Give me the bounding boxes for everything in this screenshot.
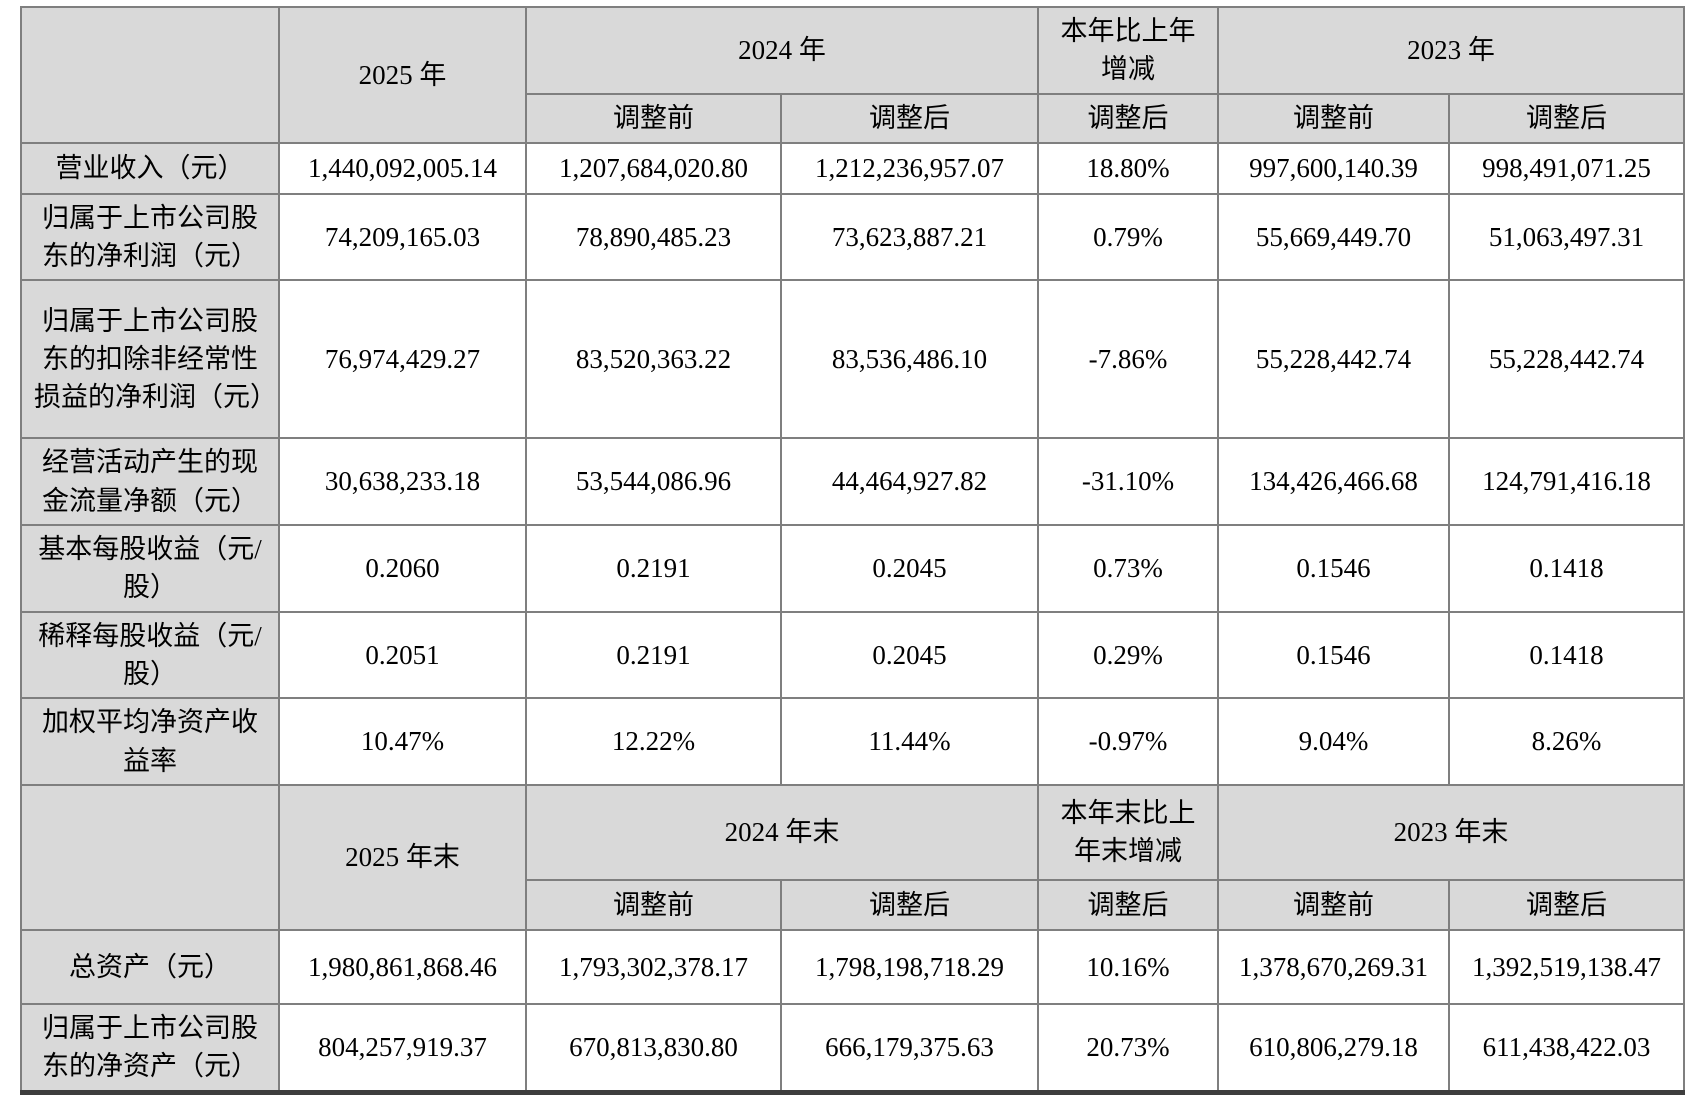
cell-2024-pre: 670,813,830.80 (525, 1002, 782, 1094)
row-label: 加权平均净资产收益率 (20, 697, 280, 786)
cell-2025: 76,974,429.27 (278, 279, 527, 440)
subheader-change-post: 调整后 (1037, 878, 1219, 931)
cell-2024-post: 666,179,375.63 (780, 1002, 1039, 1094)
header-change-end: 本年末比上年末增减 (1037, 783, 1219, 881)
table-row: 归属于上市公司股东的净利润（元） 74,209,165.03 78,890,48… (20, 192, 1685, 282)
cell-2023-pre: 55,228,442.74 (1217, 279, 1450, 440)
cell-2023-post: 611,438,422.03 (1448, 1002, 1685, 1094)
subheader-change-post: 调整后 (1037, 92, 1219, 144)
cell-2024-post: 0.2045 (780, 523, 1039, 613)
corner-cell (20, 783, 280, 931)
cell-change: 18.80% (1037, 141, 1219, 195)
subheader-2023-pre: 调整前 (1217, 878, 1450, 931)
subheader-2024-post: 调整后 (780, 92, 1039, 144)
header-2024: 2024 年 (525, 6, 1039, 95)
header-change: 本年比上年增减 (1037, 6, 1219, 95)
cell-2023-post: 1,392,519,138.47 (1448, 928, 1685, 1005)
row-label: 归属于上市公司股东的净利润（元） (20, 192, 280, 282)
row-label: 营业收入（元） (20, 141, 280, 195)
header-2025: 2025 年 (278, 6, 527, 144)
cell-change: 0.73% (1037, 523, 1219, 613)
subheader-2024-pre: 调整前 (525, 878, 782, 931)
corner-cell (20, 6, 280, 144)
financial-summary-table: 2025 年 2024 年 本年比上年增减 2023 年 调整前 调整后 调整后… (20, 6, 1685, 1095)
subheader-2023-pre: 调整前 (1217, 92, 1450, 144)
table-row: 归属于上市公司股东的扣除非经常性损益的净利润（元） 76,974,429.27 … (20, 279, 1685, 440)
table-row: 总资产（元） 1,980,861,868.46 1,793,302,378.17… (20, 928, 1685, 1005)
subheader-2024-pre: 调整前 (525, 92, 782, 144)
table-row: 基本每股收益（元/股） 0.2060 0.2191 0.2045 0.73% 0… (20, 523, 1685, 613)
cell-2024-pre: 83,520,363.22 (525, 279, 782, 440)
cell-2024-post: 1,212,236,957.07 (780, 141, 1039, 195)
cell-2023-pre: 9.04% (1217, 697, 1450, 786)
cell-2024-post: 0.2045 (780, 610, 1039, 700)
cell-change: 20.73% (1037, 1002, 1219, 1094)
cell-2023-pre: 0.1546 (1217, 610, 1450, 700)
cell-2024-post: 44,464,927.82 (780, 437, 1039, 526)
cell-2023-pre: 134,426,466.68 (1217, 437, 1450, 526)
cell-2024-pre: 0.2191 (525, 523, 782, 613)
row-label: 基本每股收益（元/股） (20, 523, 280, 613)
cell-2025: 804,257,919.37 (278, 1002, 527, 1094)
cell-change: -0.97% (1037, 697, 1219, 786)
row-label: 经营活动产生的现金流量净额（元） (20, 437, 280, 526)
cell-2023-post: 0.1418 (1448, 610, 1685, 700)
subheader-2023-post: 调整后 (1448, 878, 1685, 931)
row-label: 归属于上市公司股东的净资产（元） (20, 1002, 280, 1094)
cell-2024-pre: 12.22% (525, 697, 782, 786)
cell-2023-post: 998,491,071.25 (1448, 141, 1685, 195)
cell-2025: 0.2051 (278, 610, 527, 700)
row-label: 归属于上市公司股东的扣除非经常性损益的净利润（元） (20, 279, 280, 440)
cell-2024-pre: 53,544,086.96 (525, 437, 782, 526)
cell-2025: 0.2060 (278, 523, 527, 613)
cell-2023-post: 8.26% (1448, 697, 1685, 786)
header-2024-end: 2024 年末 (525, 783, 1039, 881)
subheader-2023-post: 调整后 (1448, 92, 1685, 144)
cell-2023-post: 51,063,497.31 (1448, 192, 1685, 282)
cell-2024-pre: 0.2191 (525, 610, 782, 700)
table-row: 加权平均净资产收益率 10.47% 12.22% 11.44% -0.97% 9… (20, 697, 1685, 786)
cell-change: 0.79% (1037, 192, 1219, 282)
cell-2023-post: 124,791,416.18 (1448, 437, 1685, 526)
cell-2025: 10.47% (278, 697, 527, 786)
cell-2023-pre: 0.1546 (1217, 523, 1450, 613)
header-2023-end: 2023 年末 (1217, 783, 1685, 881)
table-row: 归属于上市公司股东的净资产（元） 804,257,919.37 670,813,… (20, 1002, 1685, 1094)
cell-2023-post: 55,228,442.74 (1448, 279, 1685, 440)
cell-2024-post: 83,536,486.10 (780, 279, 1039, 440)
cell-2024-pre: 1,793,302,378.17 (525, 928, 782, 1005)
header-2025-end: 2025 年末 (278, 783, 527, 931)
cell-2025: 74,209,165.03 (278, 192, 527, 282)
cell-2024-pre: 78,890,485.23 (525, 192, 782, 282)
cell-2025: 30,638,233.18 (278, 437, 527, 526)
cell-2024-pre: 1,207,684,020.80 (525, 141, 782, 195)
cell-2023-pre: 610,806,279.18 (1217, 1002, 1450, 1094)
table-row: 稀释每股收益（元/股） 0.2051 0.2191 0.2045 0.29% 0… (20, 610, 1685, 700)
cell-change: -31.10% (1037, 437, 1219, 526)
cell-2024-post: 11.44% (780, 697, 1039, 786)
cell-2023-pre: 997,600,140.39 (1217, 141, 1450, 195)
cell-change: 0.29% (1037, 610, 1219, 700)
cell-2023-pre: 1,378,670,269.31 (1217, 928, 1450, 1005)
cell-2024-post: 1,798,198,718.29 (780, 928, 1039, 1005)
header-2023: 2023 年 (1217, 6, 1685, 95)
cell-change: -7.86% (1037, 279, 1219, 440)
table-row: 经营活动产生的现金流量净额（元） 30,638,233.18 53,544,08… (20, 437, 1685, 526)
cell-2024-post: 73,623,887.21 (780, 192, 1039, 282)
cell-2025: 1,440,092,005.14 (278, 141, 527, 195)
table-row: 营业收入（元） 1,440,092,005.14 1,207,684,020.8… (20, 141, 1685, 195)
cell-2025: 1,980,861,868.46 (278, 928, 527, 1005)
row-label: 稀释每股收益（元/股） (20, 610, 280, 700)
cell-change: 10.16% (1037, 928, 1219, 1005)
row-label: 总资产（元） (20, 928, 280, 1005)
cell-2023-pre: 55,669,449.70 (1217, 192, 1450, 282)
cell-2023-post: 0.1418 (1448, 523, 1685, 613)
subheader-2024-post: 调整后 (780, 878, 1039, 931)
